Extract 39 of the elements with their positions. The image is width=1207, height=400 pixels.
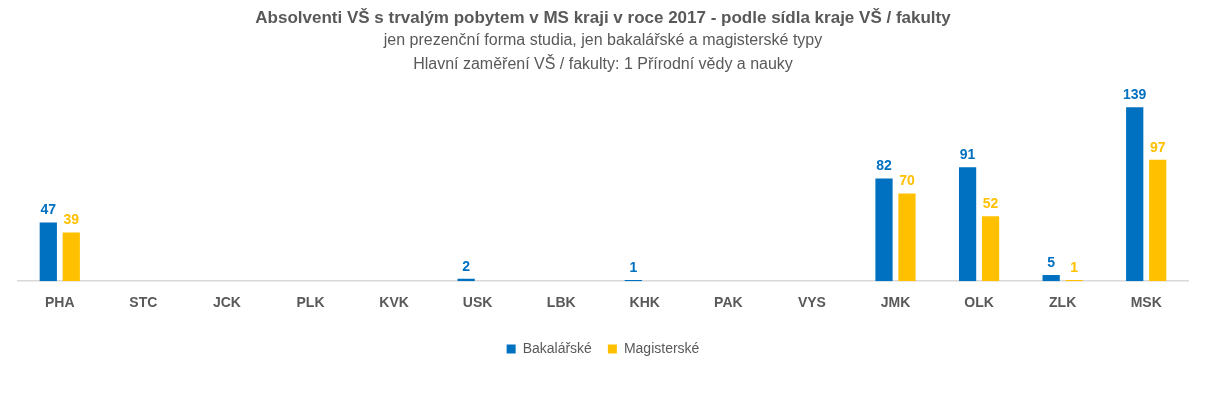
data-label: 39 xyxy=(63,211,80,228)
x-tick-label: KHK xyxy=(629,294,660,311)
bar xyxy=(1149,159,1167,282)
bar xyxy=(1126,107,1144,282)
chart-subtitle: jen prezenční forma studia, jen bakalářské a magisterské typy Hlavní zaměření VŠ / fakulty: 1 Přírodní vědy a nauky xyxy=(382,30,824,74)
bar xyxy=(875,178,893,282)
data-label: 97 xyxy=(1149,138,1166,155)
x-tick-label: KVK xyxy=(379,294,409,311)
data-label: 1 xyxy=(1070,258,1079,275)
bar xyxy=(898,193,916,282)
data-label: 52 xyxy=(982,194,999,211)
bar xyxy=(958,167,977,282)
data-label: 82 xyxy=(876,157,893,174)
data-label: 139 xyxy=(1123,86,1147,103)
x-tick-label: MSK xyxy=(1130,294,1162,311)
legend-label: Bakalářské xyxy=(522,339,593,356)
bar xyxy=(39,222,57,282)
x-tick-label: STC xyxy=(129,294,158,311)
x-tick-label: JMK xyxy=(880,294,911,311)
data-label: 70 xyxy=(899,172,915,189)
bar xyxy=(1042,274,1060,282)
x-tick-label: ZLK xyxy=(1049,294,1077,311)
x-tick-label: JCK xyxy=(212,294,241,311)
data-label: 91 xyxy=(959,146,976,163)
x-tick-label: VYS xyxy=(797,294,826,311)
x-tick-label: LBK xyxy=(546,294,576,311)
bar xyxy=(62,232,80,282)
data-label: 5 xyxy=(1047,253,1056,270)
data-label: 47 xyxy=(40,201,57,218)
x-tick-label: PHA xyxy=(45,294,75,311)
chart-title: Absolventi VŠ s trvalým pobytem v MS kraji v roce 2017 - podle sídla kraje VŠ / fakulty xyxy=(254,8,952,28)
bar xyxy=(981,216,1000,282)
data-label: 1 xyxy=(629,258,638,275)
x-tick-label: USK xyxy=(462,294,493,311)
x-tick-label: PAK xyxy=(714,294,743,311)
legend-label: Magisterské xyxy=(623,339,700,356)
x-tick-label: OLK xyxy=(964,294,994,311)
data-label: 2 xyxy=(462,257,471,274)
x-tick-label: PLK xyxy=(296,294,325,311)
